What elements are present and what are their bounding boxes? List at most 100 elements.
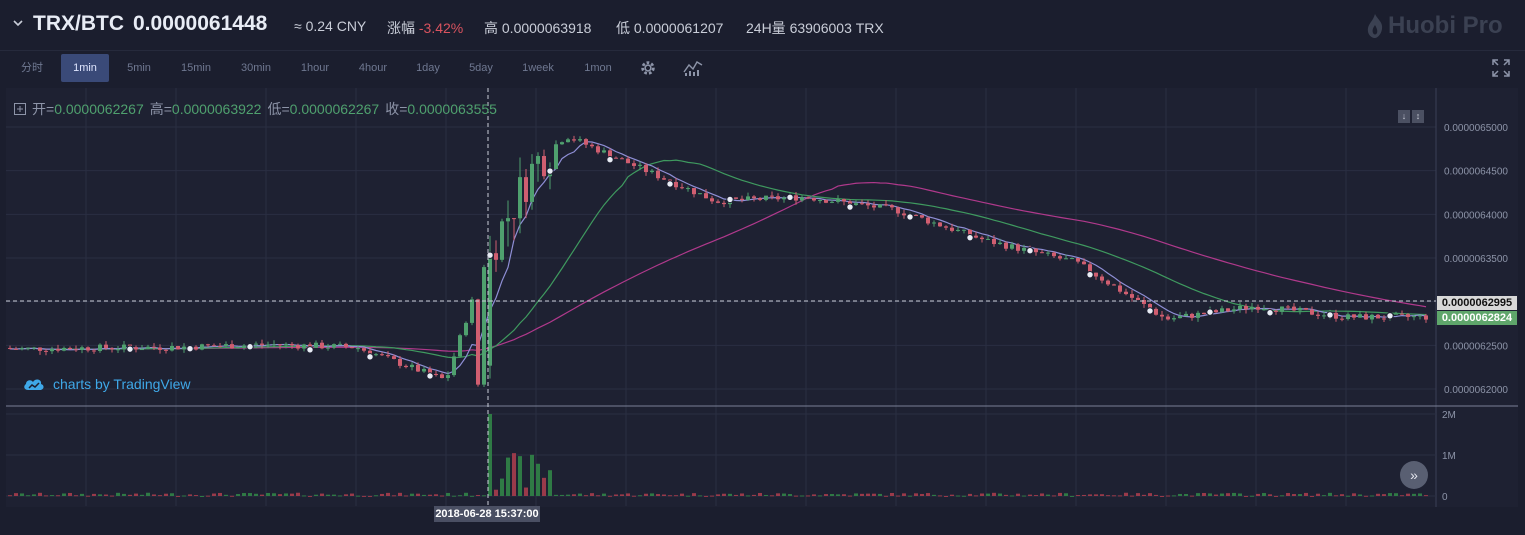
candle-body (1202, 312, 1206, 315)
tf-1min[interactable]: 1min (61, 54, 109, 82)
volume-bar (212, 493, 216, 496)
volume-bar (1220, 493, 1224, 496)
candle-body (746, 196, 750, 200)
volume-bar (782, 493, 786, 496)
candle-body (74, 349, 78, 351)
candle-body (656, 170, 660, 179)
volume-bar (20, 493, 24, 496)
candle-body (470, 299, 474, 323)
volume-bar (776, 493, 780, 496)
volume-bar (272, 493, 276, 496)
volume-bar (326, 494, 330, 496)
candle-body (1316, 314, 1320, 316)
tf-30min[interactable]: 30min (241, 62, 271, 74)
tf-4hour[interactable]: 4hour (358, 62, 388, 74)
volume-bar (1364, 495, 1368, 497)
candle-body (284, 343, 288, 346)
price-tick-label: 0.0000063500 (1444, 254, 1508, 265)
expand-icon[interactable] (14, 103, 26, 115)
volume-bar (248, 493, 252, 496)
candle-body (542, 156, 546, 177)
volume-bar (524, 487, 528, 496)
candle-body (302, 344, 306, 349)
tf-5day[interactable]: 5day (469, 62, 493, 74)
candle-body (596, 146, 600, 153)
tf-1hour[interactable]: 1hour (300, 62, 330, 74)
fullscreen-icon[interactable] (1491, 58, 1511, 78)
volume-bar (110, 495, 114, 497)
candle-body (776, 196, 780, 200)
tf-1week[interactable]: 1week (522, 62, 554, 74)
volume-bar (332, 494, 336, 496)
scale-up-button[interactable]: ↕ (1412, 110, 1424, 123)
candle-body (662, 178, 666, 180)
candle-body (236, 347, 240, 349)
candle-body (176, 345, 180, 350)
volume-bar (1208, 493, 1212, 496)
volume-bar (410, 493, 414, 496)
indicators-icon[interactable] (683, 59, 703, 77)
tf-1day[interactable]: 1day (416, 62, 440, 74)
tf-15min[interactable]: 15min (181, 62, 211, 74)
candle-body (860, 203, 864, 205)
signal-marker (726, 195, 734, 204)
candle-body (1376, 314, 1380, 319)
tf-timeline[interactable]: 分时 (21, 62, 43, 74)
ma-long-line (9, 181, 1427, 352)
signal-marker (1206, 308, 1214, 316)
volume-bar (470, 495, 474, 497)
volume-bar (530, 454, 534, 496)
candle-body (1304, 307, 1308, 310)
candle-body (632, 163, 636, 166)
candle-body (620, 158, 624, 160)
high-value: 0.0000063922 (171, 101, 262, 117)
signal-marker (1086, 270, 1094, 279)
volume-bar (1094, 494, 1098, 496)
volume-bar (722, 493, 726, 496)
candle-body (386, 355, 390, 357)
chevron-down-icon[interactable] (11, 16, 25, 30)
volume-bar (614, 494, 618, 496)
volume-bar (482, 495, 486, 497)
gear-icon[interactable] (638, 59, 658, 77)
volume-bar (758, 492, 762, 496)
scroll-to-realtime-button[interactable]: » (1400, 461, 1428, 489)
volume-bar (698, 495, 702, 497)
pair-name[interactable]: TRX/BTC (33, 12, 124, 35)
volume-bar (200, 495, 204, 497)
candle-body (428, 368, 432, 374)
volume-bar (578, 493, 582, 496)
volume-bar (194, 495, 198, 497)
candle-body (602, 150, 606, 153)
volume-bar (122, 493, 126, 496)
candle-body (794, 195, 798, 201)
candle-body (884, 204, 888, 206)
flame-icon (1367, 14, 1383, 38)
close-label: 收= (385, 101, 408, 117)
volume-bar (1268, 494, 1272, 496)
price-chart[interactable]: 0.0000065000 0.0000064500 0.0000064000 0.00… (6, 88, 1518, 507)
volume-bar (620, 494, 624, 496)
low-value: 0.0000061207 (633, 20, 724, 36)
candle-body (50, 349, 54, 352)
volume-bar (176, 495, 180, 497)
open-label: 开= (32, 101, 55, 117)
candle-body (572, 139, 576, 141)
high-label: 高 (484, 20, 498, 36)
tradingview-attribution[interactable]: charts by TradingView (23, 376, 190, 392)
candle-body (1394, 313, 1398, 315)
tf-5min[interactable]: 5min (127, 62, 151, 74)
tf-1mon[interactable]: 1mon (584, 62, 612, 74)
candle-body (1238, 305, 1242, 310)
high-label: 高= (149, 101, 172, 117)
scale-down-button[interactable]: ↓ (1398, 110, 1410, 123)
volume-bar (458, 495, 462, 497)
volume-bar (1346, 495, 1350, 497)
volume-bar (434, 494, 438, 496)
candle-body (314, 342, 318, 348)
signal-marker (1326, 311, 1334, 319)
volume-bar (308, 495, 312, 497)
candle-body (1148, 304, 1152, 309)
volume-bar (548, 470, 552, 496)
signal-marker (1266, 309, 1274, 317)
